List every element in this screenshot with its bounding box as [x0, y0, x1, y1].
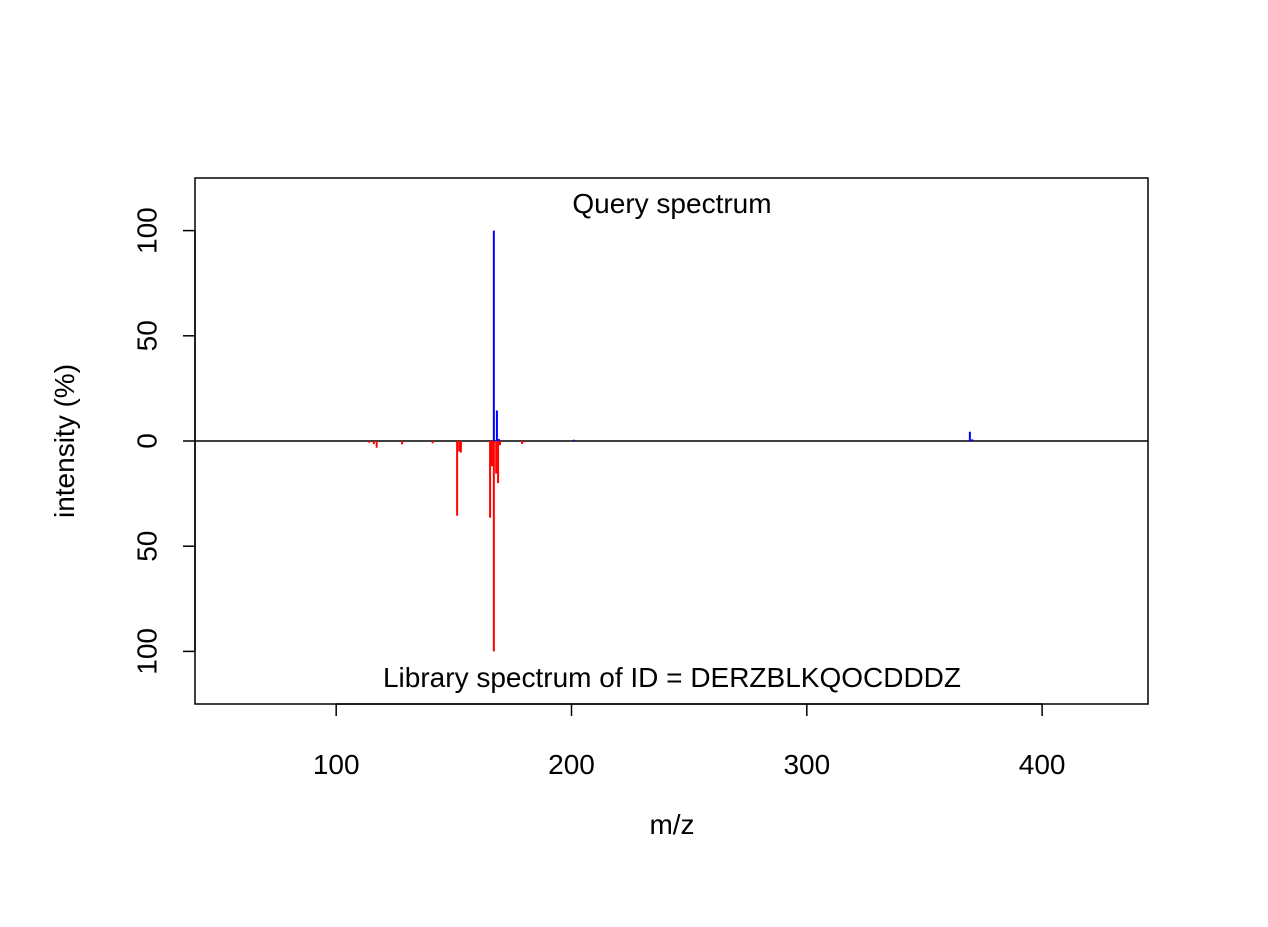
y-tick-label: 50: [131, 531, 162, 562]
y-tick-label: 100: [131, 207, 162, 254]
y-axis: 100 50 0 50 100: [131, 207, 196, 675]
library-peaks-group: [368, 441, 526, 652]
x-tick-label: 200: [548, 749, 595, 780]
x-axis: 100 200 300 400: [313, 703, 1066, 780]
y-axis-title: intensity (%): [49, 364, 80, 518]
x-tick-label: 400: [1019, 749, 1066, 780]
x-tick-label: 300: [783, 749, 830, 780]
x-tick-label: 100: [313, 749, 360, 780]
library-spectrum-label: Library spectrum of ID = DERZBLKQOCDDDZ: [383, 662, 961, 693]
x-axis-title: m/z: [649, 809, 694, 840]
y-tick-label: 0: [131, 433, 162, 449]
y-tick-label: 50: [131, 320, 162, 351]
query-peaks-group: [492, 230, 974, 441]
query-spectrum-label: Query spectrum: [572, 188, 771, 219]
y-tick-label: 100: [131, 628, 162, 675]
